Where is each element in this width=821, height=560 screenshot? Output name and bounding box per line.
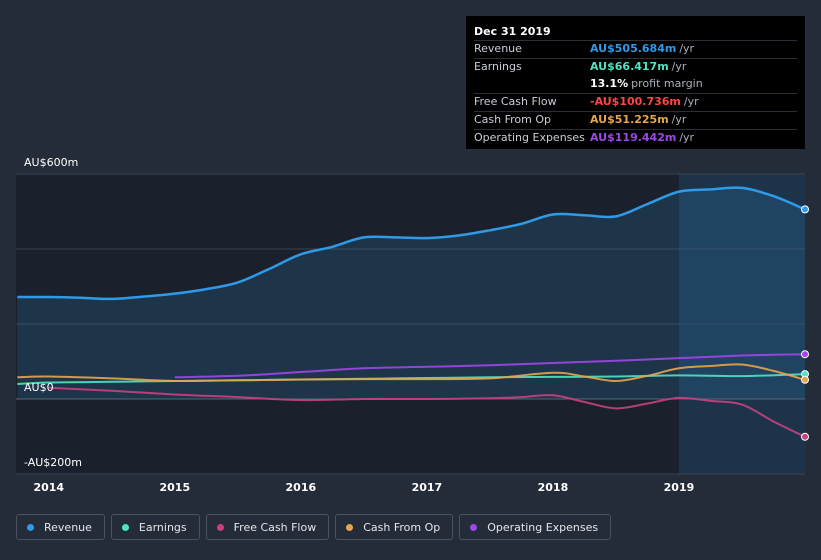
tooltip-label: Revenue xyxy=(474,42,522,55)
legend-dot-icon xyxy=(346,523,354,531)
tooltip-unit: /yr xyxy=(683,95,699,108)
tooltip-row: Earnings AU$66.417m/yr xyxy=(474,58,797,76)
legend-item-free-cash-flow[interactable]: Free Cash Flow xyxy=(205,514,330,540)
y-axis-label: AU$600m xyxy=(24,156,78,169)
cash-from-op-line xyxy=(17,363,806,383)
tooltip-value: AU$505.684m xyxy=(590,42,677,55)
tooltip-unit: /yr xyxy=(671,113,687,126)
tooltip-unit: /yr xyxy=(679,131,695,144)
tooltip-row: Free Cash Flow -AU$100.736m/yr xyxy=(474,93,797,111)
x-axis-label: 2019 xyxy=(664,481,695,494)
tooltip-row: 13.1% profit margin xyxy=(474,76,797,93)
x-axis-label: 2015 xyxy=(159,481,190,494)
legend-item-operating-expenses[interactable]: Operating Expenses xyxy=(459,514,612,540)
free-cash-flow-endpoint xyxy=(801,432,809,441)
legend-label: Earnings xyxy=(138,520,187,534)
legend-item-cash-from-op[interactable]: Cash From Op xyxy=(335,514,454,540)
tooltip-row: Operating Expenses AU$119.442m/yr xyxy=(474,129,797,147)
tooltip-row: Cash From Op AU$51.225m/yr xyxy=(474,111,797,129)
x-axis-label: 2016 xyxy=(286,481,317,494)
tooltip-unit: /yr xyxy=(679,42,695,55)
x-axis-label: 2018 xyxy=(538,481,569,494)
tooltip-unit: /yr xyxy=(671,60,687,73)
legend-dot-icon xyxy=(470,523,478,531)
revenue-area xyxy=(17,187,806,399)
tooltip-label: Earnings xyxy=(474,60,522,73)
legend-dot-icon xyxy=(121,523,129,531)
chart-legend: Revenue Earnings Free Cash Flow Cash From O… xyxy=(16,514,612,540)
legend-label: Free Cash Flow xyxy=(233,520,317,534)
legend-item-earnings[interactable]: Earnings xyxy=(110,514,200,540)
y-axis-label: AU$0 xyxy=(24,381,54,394)
tooltip-value: AU$119.442m xyxy=(590,131,677,144)
tooltip-label xyxy=(474,76,590,93)
operating-expenses-line xyxy=(174,353,806,379)
revenue-endpoint xyxy=(801,205,809,214)
operating-expenses-endpoint xyxy=(801,350,809,359)
free-cash-flow-line xyxy=(48,386,806,438)
legend-label: Revenue xyxy=(44,520,92,534)
cash-from-op-endpoint xyxy=(801,375,809,384)
x-axis-label: 2017 xyxy=(412,481,443,494)
legend-label: Cash From Op xyxy=(363,520,441,534)
legend-item-revenue[interactable]: Revenue xyxy=(16,514,105,540)
y-axis-label: -AU$200m xyxy=(24,456,82,469)
tooltip-label: Cash From Op xyxy=(474,113,552,126)
legend-dot-icon xyxy=(216,523,224,531)
x-axis-label: 2014 xyxy=(33,481,64,494)
tooltip-value: AU$51.225m xyxy=(590,113,669,126)
tooltip-row: Revenue AU$505.684m/yr xyxy=(474,40,797,58)
data-tooltip: Dec 31 2019 Revenue AU$505.684m/yr Earning… xyxy=(466,16,805,149)
tooltip-unit: profit margin xyxy=(631,77,703,90)
revenue-line xyxy=(17,186,806,301)
tooltip-date: Dec 31 2019 xyxy=(474,25,551,38)
tooltip-value: -AU$100.736m xyxy=(590,95,681,108)
tooltip-label: Free Cash Flow xyxy=(474,95,557,108)
tooltip-label: Operating Expenses xyxy=(474,131,585,144)
tooltip-value: AU$66.417m xyxy=(590,60,669,73)
tooltip-value: 13.1% xyxy=(590,77,629,90)
legend-label: Operating Expenses xyxy=(487,520,599,534)
legend-dot-icon xyxy=(27,523,34,531)
